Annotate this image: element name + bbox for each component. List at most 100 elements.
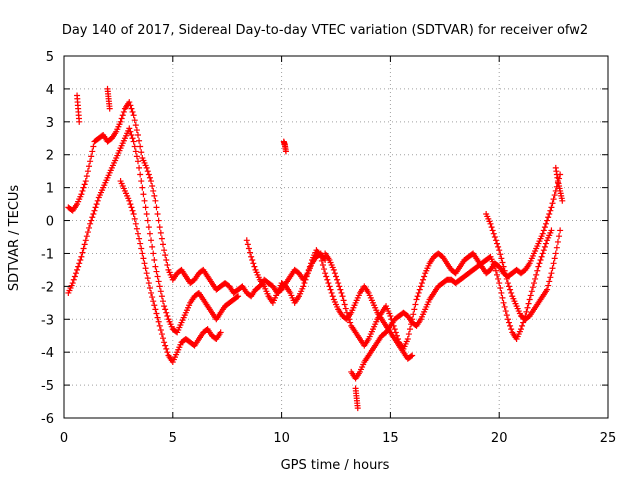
data-point: [129, 207, 136, 214]
data-point: [151, 192, 158, 199]
data-point: [540, 227, 547, 234]
data-point: [331, 270, 338, 277]
data-point: [333, 273, 339, 280]
data-point: [495, 275, 502, 282]
data-point: [488, 224, 495, 231]
data-point: [549, 200, 556, 207]
data-point: [163, 345, 170, 352]
data-point: [161, 247, 168, 254]
data-point: [496, 280, 503, 287]
y-tick-label: 0: [46, 215, 54, 230]
data-point: [164, 261, 171, 268]
data-point: [538, 253, 545, 260]
data-point: [498, 255, 505, 262]
data-point: [395, 336, 402, 343]
data-point: [327, 286, 334, 293]
data-point: [132, 148, 139, 155]
data-point: [524, 304, 531, 311]
data-point: [131, 117, 138, 124]
data-point: [134, 158, 141, 165]
grid-lines: [64, 56, 608, 418]
data-point: [387, 312, 394, 319]
data-point: [144, 217, 151, 224]
data-point: [491, 263, 498, 270]
data-point: [140, 255, 147, 262]
data-point: [156, 322, 163, 329]
data-point: [70, 276, 77, 283]
data-point: [304, 270, 311, 277]
y-tick-label: -5: [41, 379, 54, 394]
data-point: [148, 237, 155, 244]
data-point: [503, 275, 510, 282]
data-point: [339, 293, 346, 300]
data-point: [546, 210, 553, 217]
data-point: [248, 253, 255, 260]
data-point: [74, 266, 81, 273]
data-point: [128, 204, 135, 211]
data-point: [556, 233, 563, 240]
x-tick-labels: 0 5 10 15 20 25: [60, 431, 616, 446]
data-point: [500, 263, 507, 270]
data-point: [347, 319, 354, 326]
data-point: [501, 303, 508, 310]
data-point: [544, 286, 551, 293]
data-point: [133, 153, 140, 160]
data-point: [411, 306, 418, 313]
data-point: [152, 263, 159, 270]
data-point: [504, 280, 511, 287]
data-point: [498, 289, 505, 296]
y-tick-label: -4: [41, 346, 54, 361]
data-point: [78, 191, 85, 198]
data-point: [534, 267, 541, 274]
y-tick-label: -6: [41, 412, 54, 427]
data-point: [117, 118, 124, 125]
x-axis-label: GPS time / hours: [281, 458, 390, 473]
data-point: [91, 207, 98, 214]
plot-frame: [63, 55, 609, 419]
data-point: [392, 329, 399, 336]
data-point: [140, 191, 147, 198]
y-tick-label: 3: [46, 116, 54, 131]
data-point: [336, 283, 343, 290]
data-point: [90, 210, 97, 217]
data-point: [87, 220, 94, 227]
data-point: [329, 293, 336, 300]
x-tick-label: 10: [273, 431, 290, 446]
data-point: [126, 99, 133, 106]
data-point: [504, 316, 511, 323]
data-point: [338, 289, 345, 296]
data-point: [131, 215, 138, 222]
data-point: [162, 252, 169, 259]
y-tick-label: -3: [41, 313, 54, 328]
data-point: [542, 220, 549, 227]
data-point: [154, 210, 161, 217]
data-point: [549, 265, 556, 272]
data-point: [137, 240, 144, 247]
data-point: [340, 297, 347, 304]
data-point: [554, 238, 561, 245]
data-point: [541, 243, 548, 250]
data-point: [142, 265, 149, 272]
data-point: [127, 102, 134, 109]
data-point: [153, 310, 160, 317]
data-point: [245, 245, 252, 252]
data-point: [545, 214, 552, 221]
data-point: [491, 234, 498, 240]
data-point: [157, 229, 164, 236]
data-point: [146, 285, 153, 292]
data-point: [127, 201, 134, 208]
data-point: [157, 288, 164, 295]
data-point: [83, 233, 90, 240]
data-point: [532, 275, 539, 282]
data-point: [319, 261, 326, 268]
data-point: [133, 127, 140, 134]
data-point: [499, 294, 506, 301]
data-point: [155, 217, 162, 224]
data-point: [134, 230, 141, 237]
data-point: [303, 273, 310, 280]
data-point: [157, 326, 164, 333]
data-point: [551, 255, 558, 262]
axis-ticks: [63, 55, 609, 419]
data-point: [137, 171, 144, 178]
data-point: [155, 278, 162, 285]
